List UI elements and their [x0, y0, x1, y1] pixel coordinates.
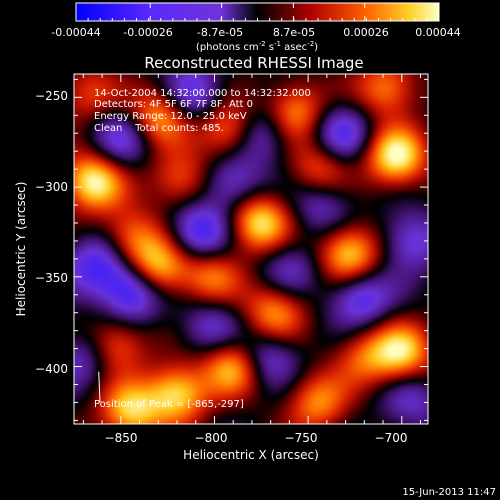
- y-tick-label: −300: [35, 180, 68, 194]
- peak-position-label: Position of Peak = [-865,-297]: [94, 399, 244, 410]
- y-tick-label: −400: [35, 362, 68, 376]
- annotation-energy-range: Energy Range: 12.0 - 25.0 keV: [94, 111, 247, 122]
- annotation-time-range: 14-Oct-2004 14:32:00.000 to 14:32:32.000: [94, 88, 311, 99]
- y-tick-label: −350: [35, 271, 68, 285]
- annotation-clean-counts: Clean Total counts: 485.: [94, 123, 224, 134]
- colorbar-tick-label: -0.00026: [123, 26, 172, 39]
- colorbar-tick-label: -0.00044: [51, 26, 100, 39]
- y-axis-title: Heliocentric Y (arcsec): [14, 182, 28, 317]
- plot-frame: [73, 73, 429, 425]
- x-tick-label: −850: [105, 431, 138, 445]
- colorbar-tick-label: 0.00044: [415, 26, 461, 39]
- annotation-detectors: Detectors: 4F 5F 6F 7F 8F, Att 0: [94, 99, 253, 110]
- peak-pointer-line: [98, 371, 101, 403]
- x-tick-label: −800: [195, 431, 228, 445]
- colorbar-tick-label: -8.7e-05: [197, 26, 243, 39]
- x-tick-label: −750: [285, 431, 318, 445]
- y-tick-label: −250: [35, 89, 68, 103]
- heatmap-image: [74, 74, 428, 424]
- x-tick-label: −700: [375, 431, 408, 445]
- axis-ticks: [74, 74, 428, 424]
- timestamp: 15-Jun-2013 11:47: [402, 487, 496, 498]
- colorbar-ticks: [75, 3, 440, 21]
- x-axis-title: Heliocentric X (arcsec): [183, 448, 319, 462]
- colorbar-tick-label: 0.00026: [343, 26, 389, 39]
- colorbar-tick-label: 8.7e-05: [273, 26, 315, 39]
- chart-title: Reconstructed RHESSI Image: [144, 54, 363, 72]
- colorbar-units: (photons cm-2 s-1 asec-2): [196, 40, 318, 53]
